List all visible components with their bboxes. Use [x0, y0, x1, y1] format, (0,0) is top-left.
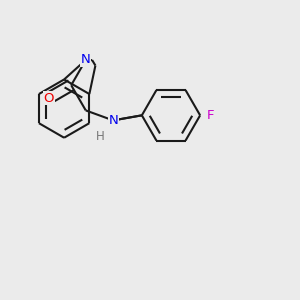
Text: F: F	[207, 109, 214, 122]
Text: O: O	[44, 92, 54, 104]
Text: N: N	[108, 114, 118, 127]
Text: N: N	[81, 53, 91, 67]
Text: H: H	[96, 130, 104, 143]
